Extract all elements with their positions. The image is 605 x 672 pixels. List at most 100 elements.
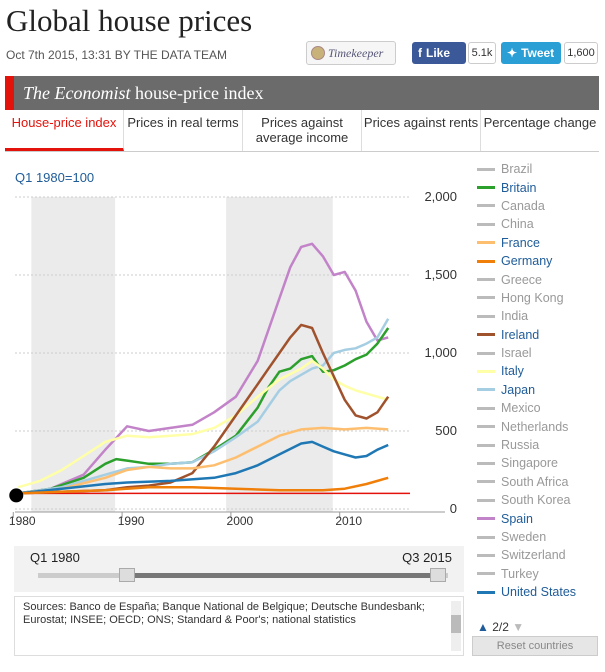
series-united-states[interactable] — [18, 440, 389, 495]
legend-item-canada[interactable]: Canada — [477, 197, 599, 215]
legend-swatch — [477, 296, 495, 300]
legend-item-south-korea[interactable]: South Korea — [477, 491, 599, 509]
legend-item-singapore[interactable]: Singapore — [477, 454, 599, 472]
series-germany[interactable] — [18, 476, 389, 495]
legend-label: India — [501, 309, 529, 324]
chart-unit-label: Q1 1980=100 — [15, 170, 95, 185]
legend-item-japan[interactable]: Japan — [477, 381, 599, 399]
legend-label: South Africa — [501, 474, 569, 489]
legend-label: Switzerland — [501, 548, 566, 563]
legend-swatch — [477, 406, 495, 410]
timekeeper-button[interactable]: Timekeeper — [306, 41, 396, 65]
legend-label: Hong Kong — [501, 290, 564, 305]
legend-pager: ▲ 2/2 ▼ — [477, 620, 524, 634]
range-end-handle[interactable] — [430, 568, 446, 582]
legend-swatch — [477, 167, 495, 171]
legend-item-ireland[interactable]: Ireland — [477, 326, 599, 344]
sources-scrollbar[interactable] — [451, 601, 461, 651]
legend-label: Singapore — [501, 456, 558, 471]
legend-item-france[interactable]: France — [477, 234, 599, 252]
legend-label: Italy — [501, 364, 524, 379]
chart-header-title: The Economist house-price index — [23, 83, 263, 104]
line-chart: 1980 1990 2000 2010 2,000 1,500 1,000 500 0 — [9, 189, 457, 528]
legend-swatch — [477, 517, 495, 521]
legend-item-hong-kong[interactable]: Hong Kong — [477, 289, 599, 307]
range-selection[interactable] — [127, 573, 445, 578]
legend-swatch — [477, 351, 495, 355]
legend-label: Brazil — [501, 162, 533, 177]
range-start-label: Q1 1980 — [30, 550, 80, 565]
tab-prices-against-rents[interactable]: Prices against rents — [362, 110, 481, 151]
reset-countries-button[interactable]: Reset countries — [472, 636, 598, 656]
legend-item-netherlands[interactable]: Netherlands — [477, 417, 599, 435]
legend-swatch — [477, 590, 495, 594]
legend-label: South Korea — [501, 493, 571, 508]
tab-prices-against-average-income[interactable]: Prices against average income — [243, 110, 362, 151]
legend-swatch — [477, 222, 495, 226]
legend-item-mexico[interactable]: Mexico — [477, 399, 599, 417]
legend-item-china[interactable]: China — [477, 215, 599, 233]
legend-item-brazil[interactable]: Brazil — [477, 160, 599, 178]
chart-header: The Economist house-price index — [5, 76, 599, 110]
y-tick-label: 2,000 — [424, 189, 457, 204]
facebook-icon: f — [418, 46, 422, 60]
legend-swatch — [477, 278, 495, 282]
shaded-band-0 — [31, 197, 116, 512]
legend-item-switzerland[interactable]: Switzerland — [477, 546, 599, 564]
facebook-like-label: Like — [426, 46, 451, 60]
legend-swatch — [477, 443, 495, 447]
chart-tabs: House-price index Prices in real terms P… — [5, 110, 599, 152]
legend-page-number: 2/2 — [492, 620, 509, 634]
legend-item-turkey[interactable]: Turkey — [477, 565, 599, 583]
legend-item-italy[interactable]: Italy — [477, 362, 599, 380]
sources-text: Sources: Banco de España; Banque Nationa… — [23, 601, 425, 626]
page-down-icon[interactable]: ▼ — [512, 620, 525, 634]
y-tick-label: 1,000 — [424, 345, 457, 360]
page-up-icon[interactable]: ▲ — [477, 620, 489, 634]
legend-item-germany[interactable]: Germany — [477, 252, 599, 270]
legend-item-south-africa[interactable]: South Africa — [477, 473, 599, 491]
y-tick-label: 500 — [435, 423, 457, 438]
legend-item-spain[interactable]: Spain — [477, 509, 599, 527]
legend-swatch — [477, 535, 495, 539]
timekeeper-label: Timekeeper — [328, 45, 384, 60]
y-tick-label: 0 — [450, 501, 457, 516]
sources-scrollbar-thumb[interactable] — [451, 615, 461, 633]
range-start-handle[interactable] — [119, 568, 135, 582]
legend-label: Britain — [501, 180, 537, 195]
tab-percentage-change[interactable]: Percentage change — [481, 110, 599, 151]
x-tick-label: 2010 — [335, 514, 362, 528]
tweet-count: 1,600 — [564, 42, 598, 64]
legend-label: Japan — [501, 382, 536, 397]
legend-item-india[interactable]: India — [477, 307, 599, 325]
header-accent — [5, 76, 14, 110]
time-range-slider: Q1 1980 Q3 2015 — [14, 546, 464, 592]
legend-item-sweden[interactable]: Sweden — [477, 528, 599, 546]
tab-house-price-index[interactable]: House-price index — [5, 110, 124, 151]
legend-item-israel[interactable]: Israel — [477, 344, 599, 362]
series-italy[interactable] — [17, 359, 389, 489]
legend-swatch — [477, 572, 495, 576]
series-ireland[interactable] — [18, 323, 390, 495]
legend-label: Germany — [501, 254, 553, 269]
tweet-label: Tweet — [521, 46, 555, 60]
legend-label: France — [501, 235, 540, 250]
country-legend: Brazil Britain Canada China France Germany Gre… — [477, 160, 599, 601]
legend-item-greece[interactable]: Greece — [477, 270, 599, 288]
legend-item-britain[interactable]: Britain — [477, 178, 599, 196]
series-britain[interactable] — [18, 327, 390, 495]
legend-swatch — [477, 553, 495, 557]
range-end-label: Q3 2015 — [402, 550, 452, 565]
facebook-like-button[interactable]: f Like — [412, 42, 466, 64]
sources-note: Sources: Banco de España; Banque Nationa… — [14, 596, 464, 656]
legend-swatch — [477, 369, 495, 373]
legend-item-united-states[interactable]: United States — [477, 583, 599, 601]
legend-label: China — [501, 217, 534, 232]
legend-swatch — [477, 425, 495, 429]
legend-item-russia[interactable]: Russia — [477, 436, 599, 454]
legend-label: Russia — [501, 438, 540, 453]
tweet-button[interactable]: ✦ Tweet — [501, 42, 561, 64]
series-france[interactable] — [18, 426, 389, 495]
page-title: Global house prices — [6, 3, 253, 38]
tab-prices-in-real-terms[interactable]: Prices in real terms — [124, 110, 243, 151]
